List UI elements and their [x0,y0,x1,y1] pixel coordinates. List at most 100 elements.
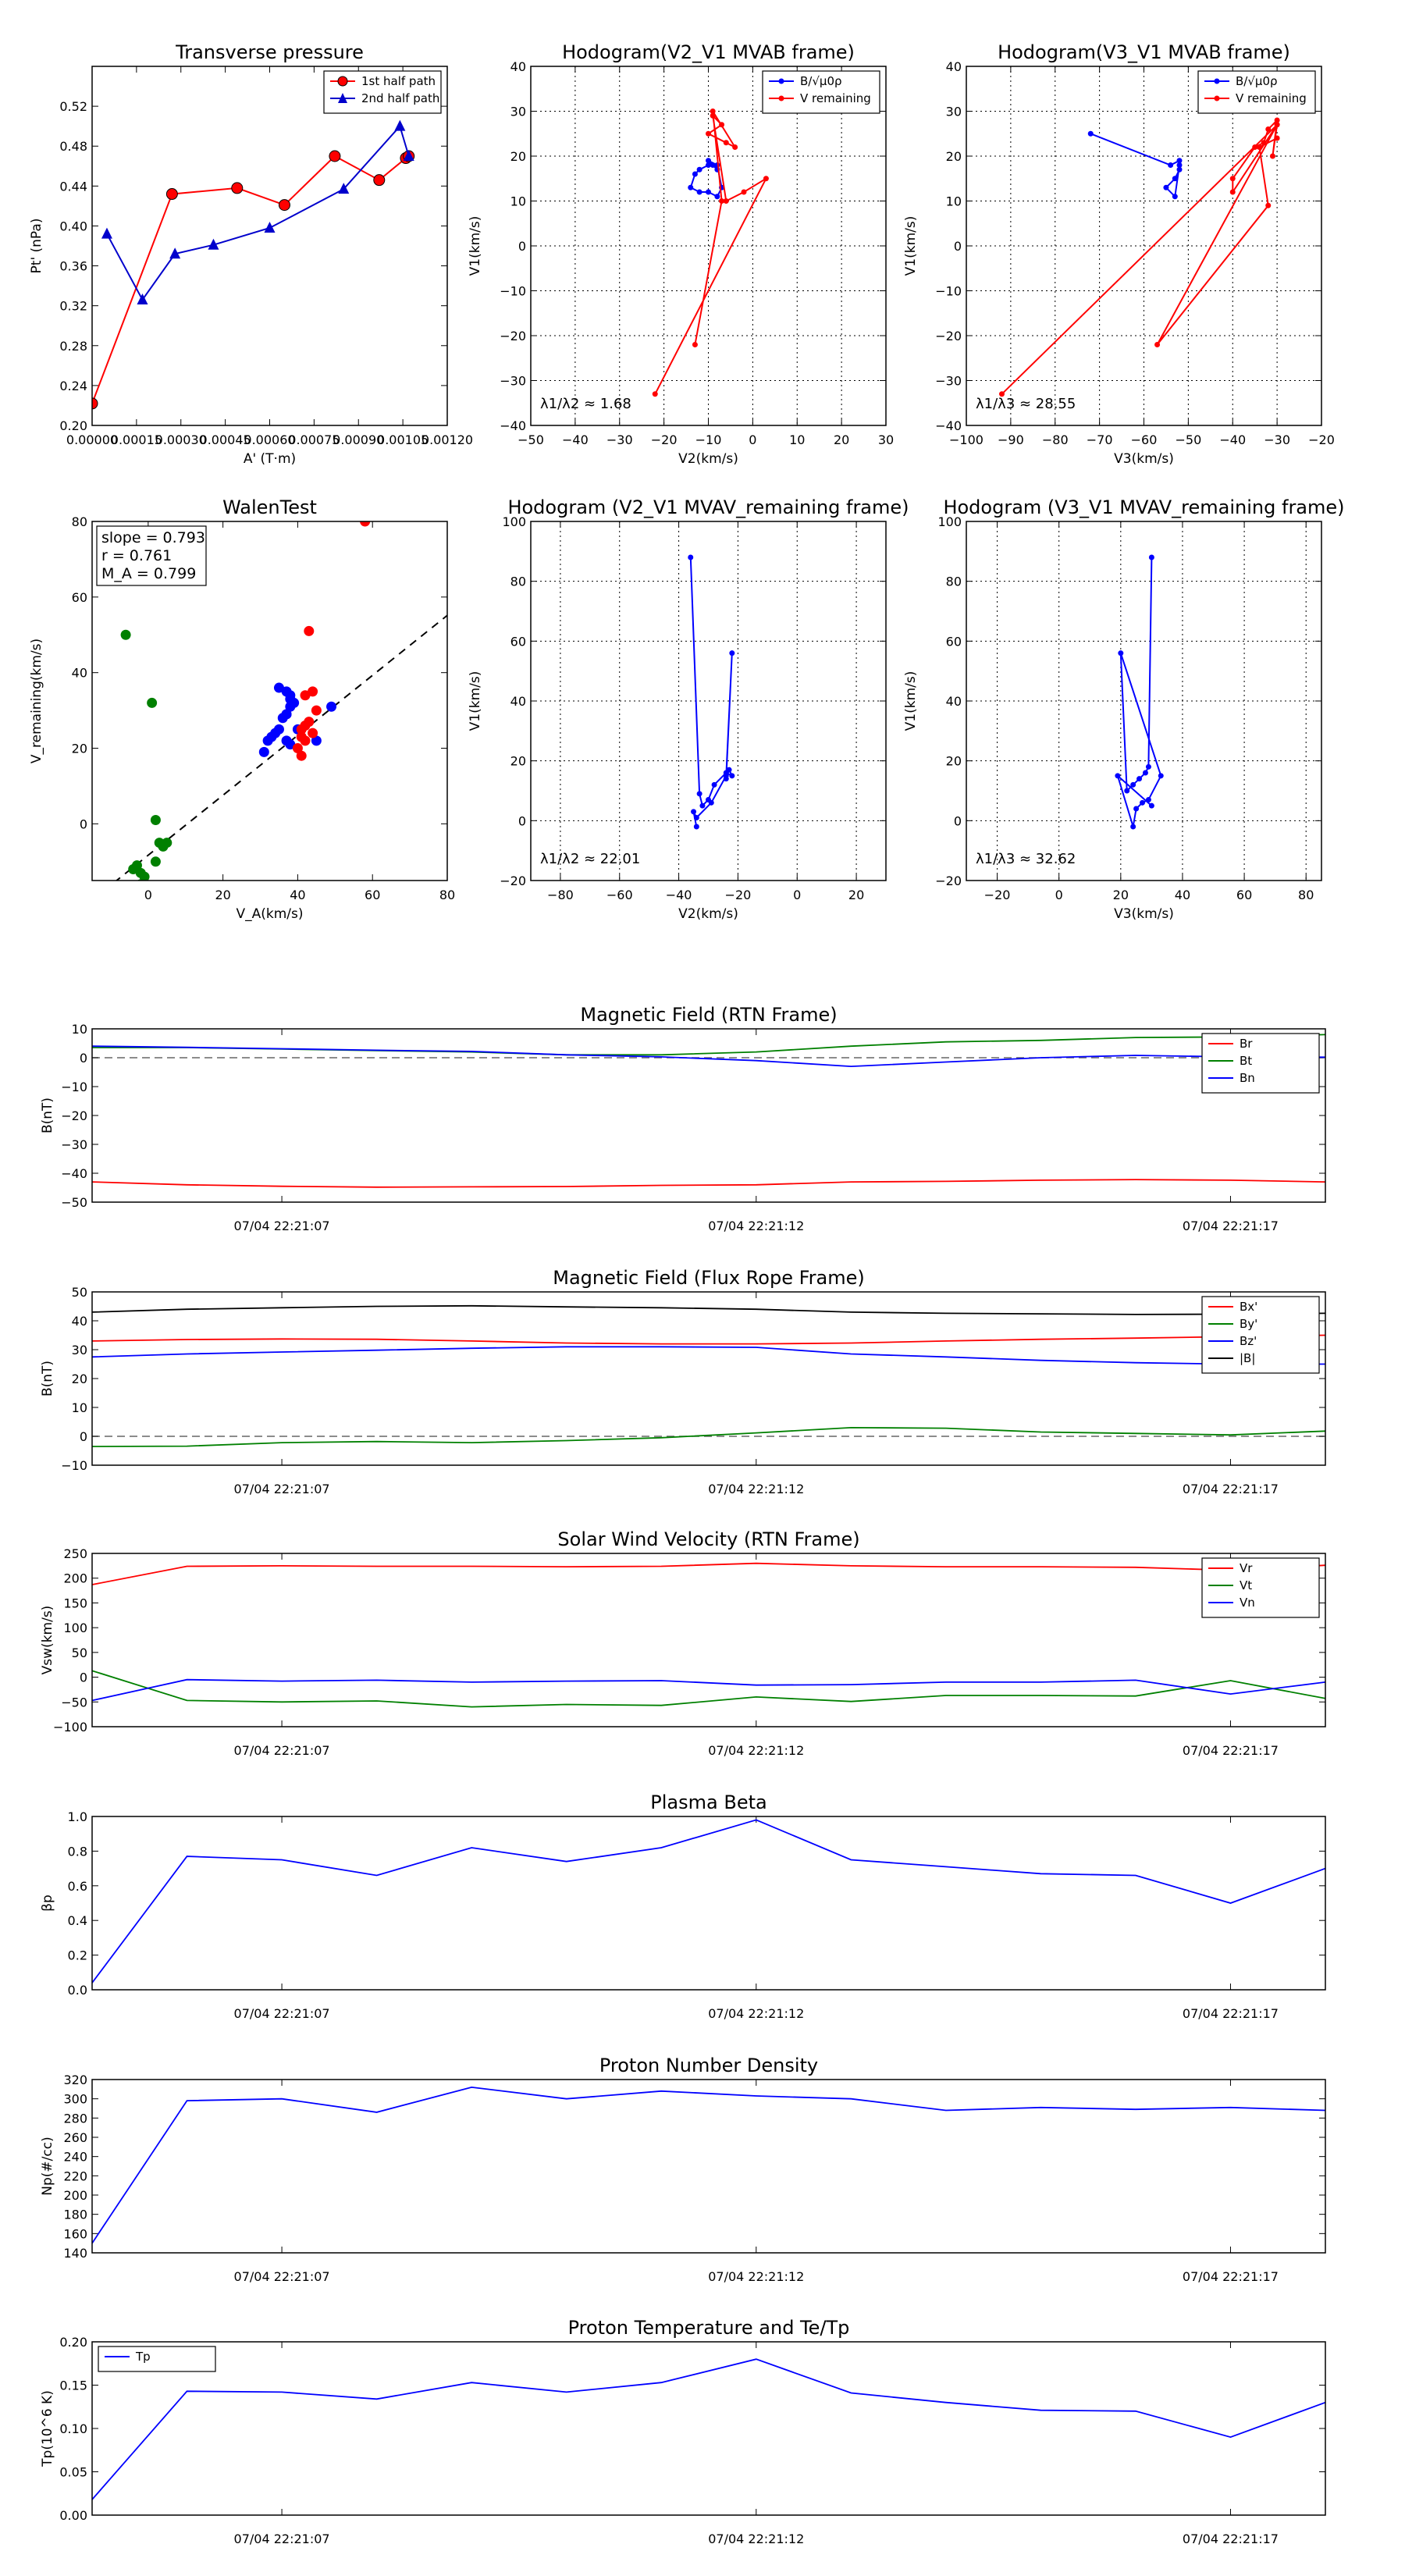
y-tick-label: 260 [63,2130,87,2145]
y-tick-label: −20 [500,873,526,888]
x-tick-label: 07/04 22:21:07 [234,2006,330,2021]
x-tick-label: 07/04 22:21:12 [708,1743,804,1758]
ratio-annotation: λ1/λ2 ≈ 22.01 [540,851,640,867]
series-line [92,1562,1325,1585]
scatter-point [131,860,142,871]
x-tick-label: 07/04 22:21:07 [234,1219,330,1233]
y-axis-label: V1(km/s) [468,671,483,731]
data-point [719,122,725,128]
x-tick-label: 07/04 22:21:12 [708,1219,804,1233]
y-tick-label: 30 [72,1343,87,1357]
x-axis-label: V2(km/s) [678,906,738,922]
y-tick-label: 10 [72,1400,87,1415]
stats-text: slope = 0.793 [101,529,205,546]
legend: Br Bt Bn [1201,1033,1320,1094]
data-point [1265,202,1272,208]
y-tick-label: −40 [935,418,962,433]
legend-label: Bn [1240,1071,1255,1085]
legend: Bx' By' Bz' |B| [1201,1296,1320,1374]
x-tick-label: 07/04 22:21:17 [1183,2532,1279,2546]
y-tick-label: 320 [63,2073,87,2087]
x-tick-label: −30 [606,432,633,447]
series-line [92,1346,1325,1365]
axes-frame [91,2341,1326,2516]
chart-title: Hodogram (V3_V1 MVAV_remaining frame) [943,496,1344,518]
x-tick-label: 07/04 22:21:12 [708,2532,804,2546]
data-point [692,171,698,177]
series-line [92,1045,1325,1068]
y-tick-label: 0.6 [68,1879,87,1894]
y-tick-label: 10 [510,194,526,209]
y-axis-label: V_remaining(km/s) [29,639,44,763]
y-tick-label: 0 [80,1670,87,1685]
y-axis-label: Np(#/cc) [40,2137,55,2195]
data-point [1172,176,1178,182]
y-tick-label: 0.32 [59,299,87,314]
data-point [1148,554,1154,560]
y-tick-label: 240 [63,2150,87,2165]
x-tick-label: 0 [1055,888,1063,902]
scatter-point [285,739,296,750]
y-tick-label: 250 [63,1546,87,1561]
x-tick-label: 07/04 22:21:12 [708,2006,804,2021]
data-point [699,802,706,809]
axes-frame [91,1291,1326,1466]
x-tick-label: 20 [1113,888,1129,902]
data-point [710,162,716,168]
data-point [1274,117,1280,123]
plot-area [92,1034,1325,1188]
plot-area [688,554,735,830]
x-tick-label: 10 [789,432,805,447]
x-tick-label: 07/04 22:21:12 [708,2269,804,2284]
x-axis-label: A' (T·m) [244,451,296,467]
scatter-point [311,705,322,716]
legend-marker [1214,95,1220,101]
x-tick-label: 20 [215,888,230,902]
data-point [1133,806,1140,812]
data-point [726,767,732,773]
y-axis-label: B(nT) [40,1361,55,1397]
x-axis-label: V3(km/s) [1114,906,1174,922]
scatter-point [304,717,315,728]
y-tick-label: 0.2 [68,1948,87,1963]
axes-frame [530,521,887,881]
scatter-point [147,697,158,708]
x-tick-label: 60 [365,888,380,902]
series-line [92,2086,1325,2244]
y-tick-label: 0.48 [59,139,87,154]
y-tick-label: 80 [72,514,87,529]
x-tick-label: −60 [606,888,633,902]
y-tick-label: −40 [500,418,526,433]
axes-frame [91,2079,1326,2254]
data-point [1176,166,1183,173]
chart-title: Hodogram (V2_V1 MVAV_remaining frame) [507,496,909,518]
scatter-point [308,686,318,697]
chart-title: Magnetic Field (RTN Frame) [580,1004,837,1026]
data-point [729,650,735,656]
scatter-point [150,815,161,826]
data-point [137,294,148,304]
legend-label: Vn [1240,1596,1255,1610]
y-tick-label: 0.8 [68,1844,87,1859]
y-tick-label: 40 [946,59,962,74]
fit-line [115,614,447,881]
plot-area [1115,554,1164,830]
legend-label: Vt [1240,1578,1252,1592]
axes-frame [91,1553,1326,1727]
x-tick-label: −10 [695,432,722,447]
y-tick-label: 60 [72,590,87,605]
series-line [92,155,410,404]
y-tick-label: 0 [80,1051,87,1066]
y-tick-label: −50 [61,1695,87,1710]
y-tick-label: 140 [63,2246,87,2261]
y-axis-label: Tp(10^6 K) [40,2390,55,2467]
data-point [1142,770,1148,776]
axes-frame [91,1816,1326,1991]
ratio-annotation: λ1/λ2 ≈ 1.68 [540,396,631,412]
x-tick-label: −70 [1087,432,1113,447]
y-tick-label: 20 [72,1372,87,1386]
legend: B/√μ0ρ V remaining [762,70,880,114]
y-tick-label: −10 [61,1458,87,1473]
